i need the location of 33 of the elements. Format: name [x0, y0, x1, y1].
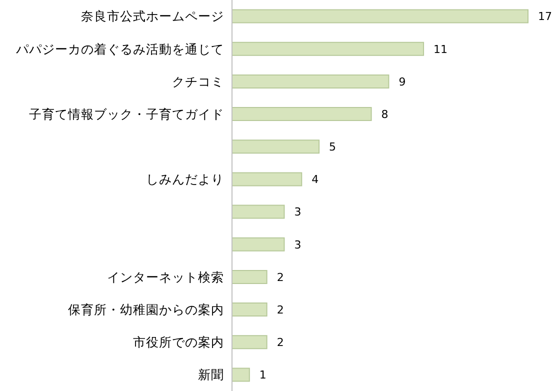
data-label: 5 [329, 140, 336, 154]
bar [232, 237, 285, 252]
y-tick-label: 奈良市公式ホームページ [81, 8, 224, 24]
y-tick-label: 新聞 [198, 367, 224, 382]
data-label: 3 [294, 238, 302, 252]
bar [232, 270, 268, 284]
data-label: 2 [276, 303, 284, 316]
y-tick-label: 子育て情報ブック・子育てガイド [29, 106, 224, 122]
bar [232, 172, 302, 186]
data-label: 3 [294, 206, 302, 219]
data-label: 1 [259, 368, 266, 382]
y-tick-label: 保育所・幼稚園からの案内 [68, 302, 224, 317]
y-tick-label: しみんだより [146, 172, 224, 187]
bar [232, 42, 424, 56]
bar [232, 302, 268, 317]
data-label: 9 [398, 75, 406, 88]
data-label: 8 [381, 108, 388, 121]
data-label: 2 [276, 270, 284, 284]
data-label: 11 [434, 42, 448, 56]
bar [232, 140, 320, 154]
bar [232, 107, 372, 122]
y-tick-label: 市役所での案内 [133, 334, 224, 350]
data-label: 2 [276, 336, 284, 350]
y-tick-label: クチコミ [172, 74, 224, 89]
bar [232, 335, 268, 350]
bar [232, 368, 250, 382]
bar [232, 204, 285, 219]
bar [232, 74, 390, 88]
y-tick-label: インターネット検索 [107, 269, 224, 284]
data-label: 4 [312, 173, 319, 186]
data-label: 17 [538, 10, 552, 24]
y-tick-label: パパジーカの着ぐるみ活動を通じて [15, 41, 224, 56]
bar [232, 9, 528, 24]
